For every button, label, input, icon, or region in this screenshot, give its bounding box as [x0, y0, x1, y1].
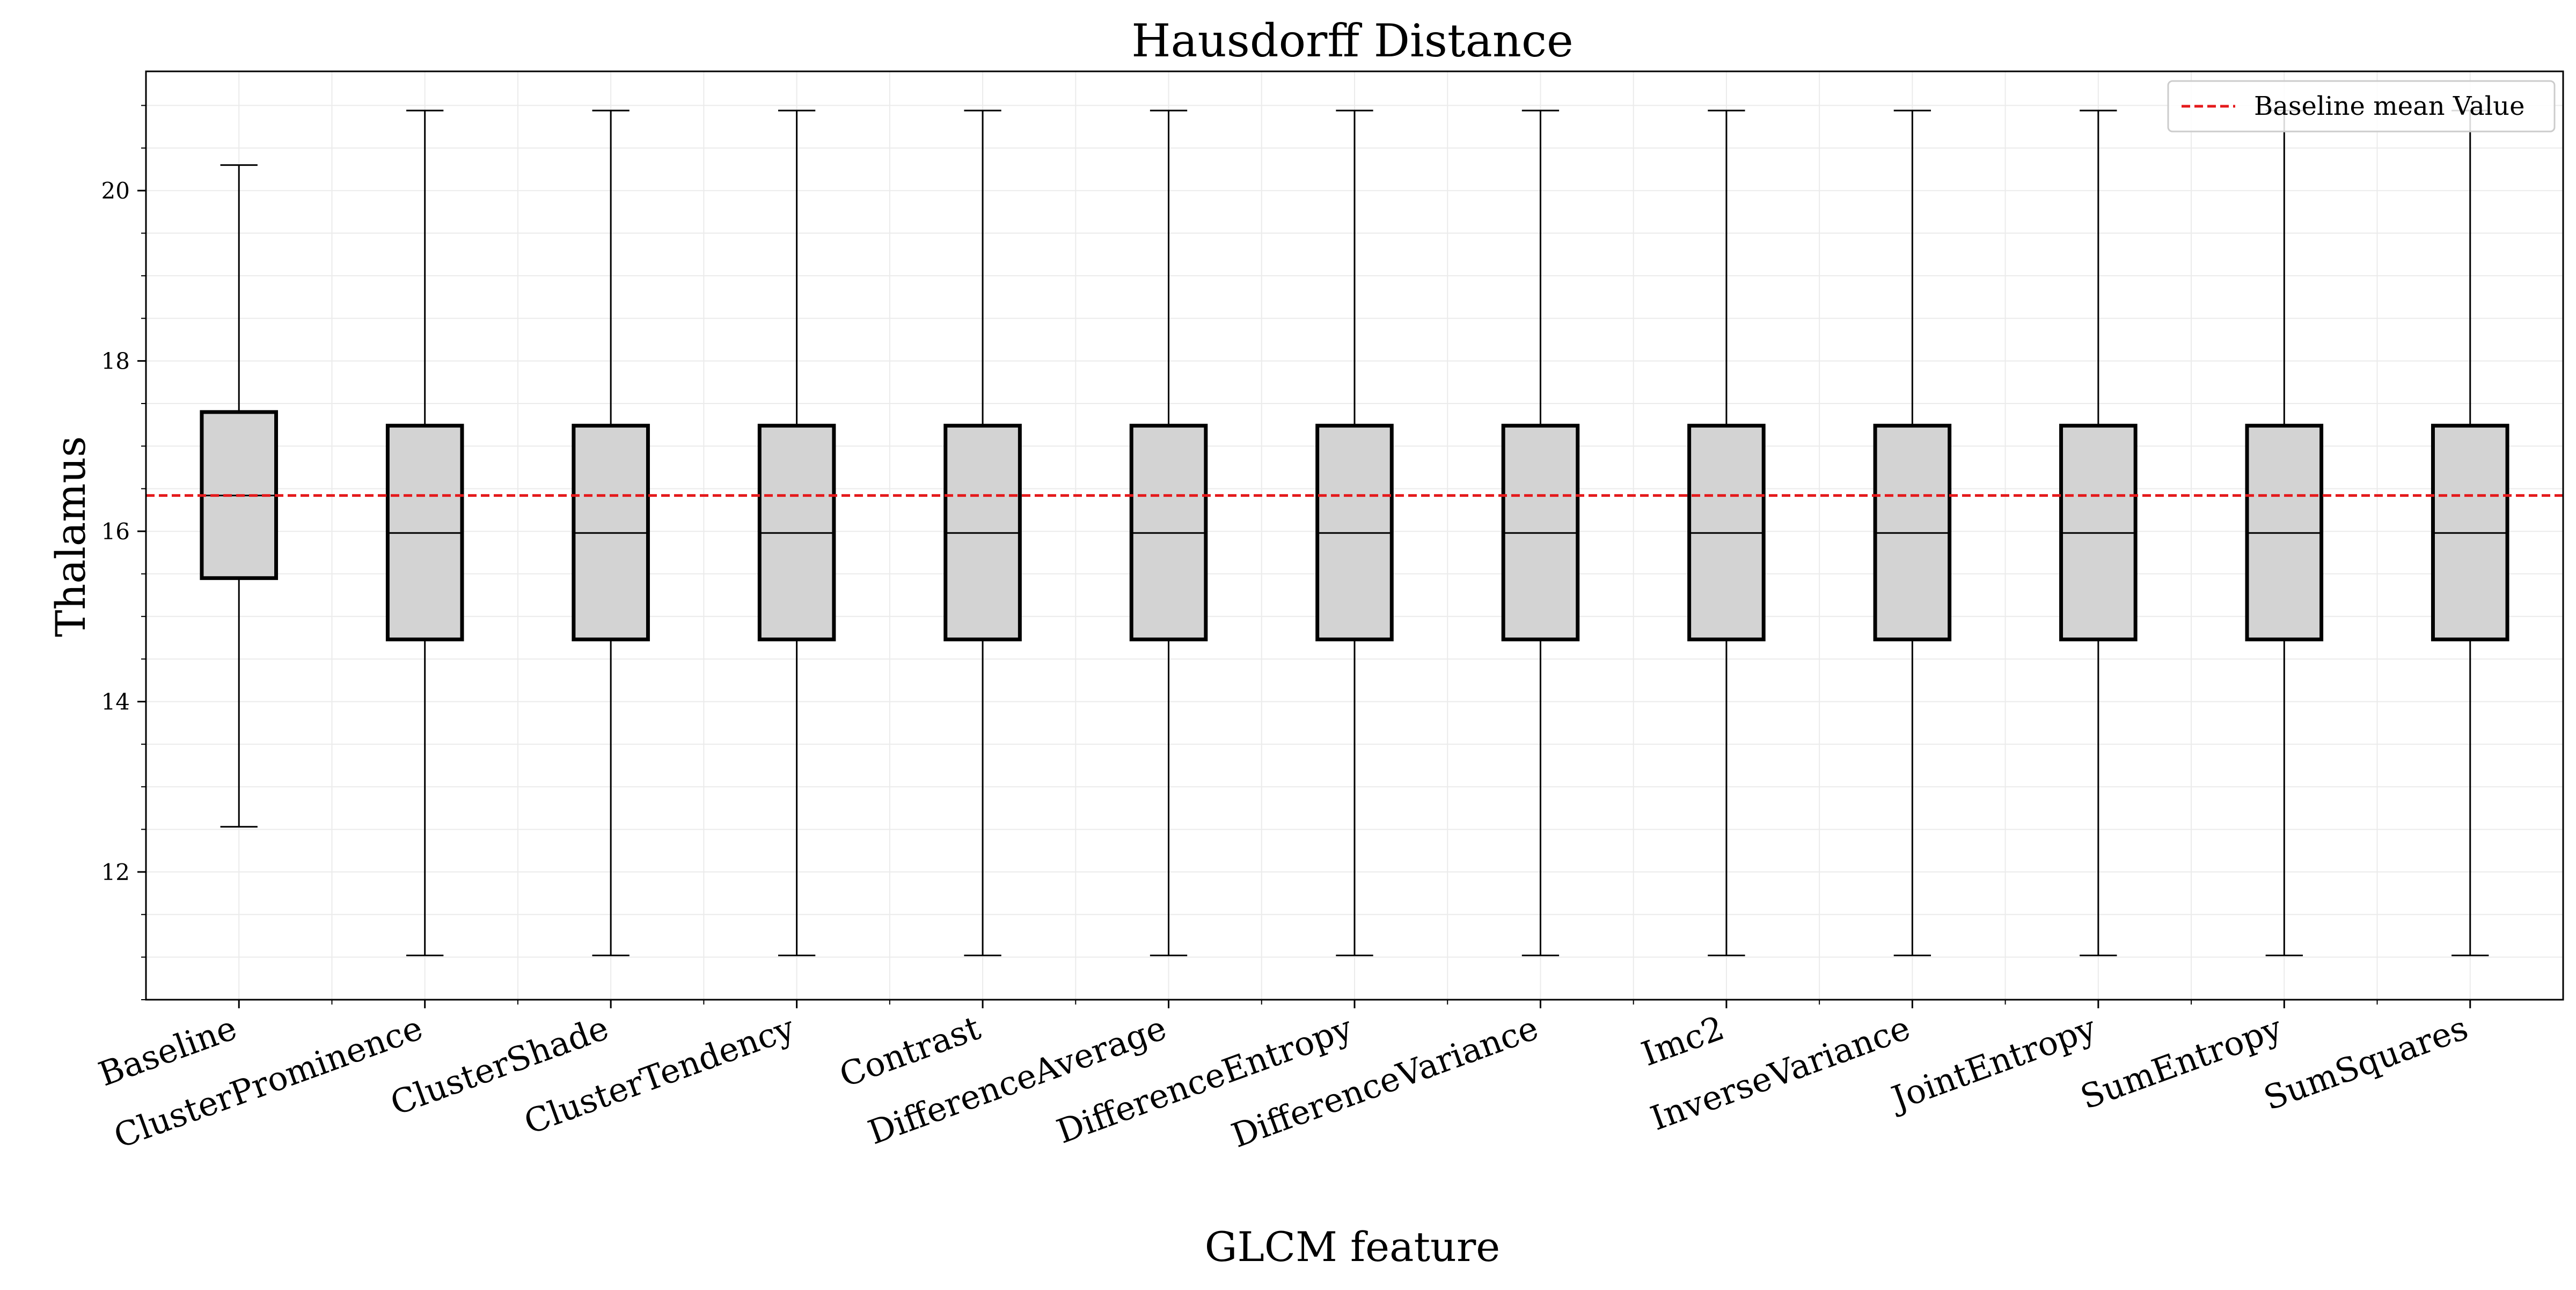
- y-tick-label: 16: [101, 518, 130, 545]
- x-tick-label: DifferenceAverage: [863, 1008, 1172, 1152]
- x-tick-label: SumSquares: [2259, 1008, 2473, 1118]
- y-axis-label: Thalamus: [47, 436, 94, 637]
- x-tick-label: JointEntropy: [1884, 1008, 2101, 1119]
- legend-label: Baseline mean Value: [2254, 91, 2524, 121]
- x-tick-label: DifferenceVariance: [1226, 1008, 1543, 1155]
- chart-title: Hausdorff Distance: [1131, 14, 1573, 67]
- y-tick-label: 18: [101, 348, 130, 375]
- y-tick-label: 12: [101, 859, 130, 885]
- box-group: [2431, 109, 2509, 956]
- box-group: [757, 109, 836, 956]
- x-tick-label: Imc2: [1636, 1008, 1729, 1073]
- box-group: [2059, 109, 2138, 956]
- box-group: [943, 109, 1022, 956]
- box-group: [1687, 109, 1766, 956]
- y-tick-label: 20: [101, 178, 130, 204]
- legend: Baseline mean Value: [2167, 80, 2556, 133]
- box-group: [572, 109, 650, 956]
- box-group: [1315, 109, 1394, 956]
- box-group: [1873, 109, 1952, 956]
- boxes-layer: [200, 109, 2509, 956]
- x-tick-label: ClusterProminence: [109, 1008, 428, 1156]
- x-axis-label: GLCM feature: [1205, 1223, 1501, 1271]
- x-tick-label: SumEntropy: [2075, 1008, 2287, 1117]
- box-group: [2245, 109, 2324, 956]
- legend-frame: [2167, 80, 2556, 133]
- box-group: [385, 109, 464, 956]
- box-group: [1129, 109, 1208, 956]
- y-tick-label: 14: [101, 688, 130, 715]
- box-group: [1501, 109, 1580, 956]
